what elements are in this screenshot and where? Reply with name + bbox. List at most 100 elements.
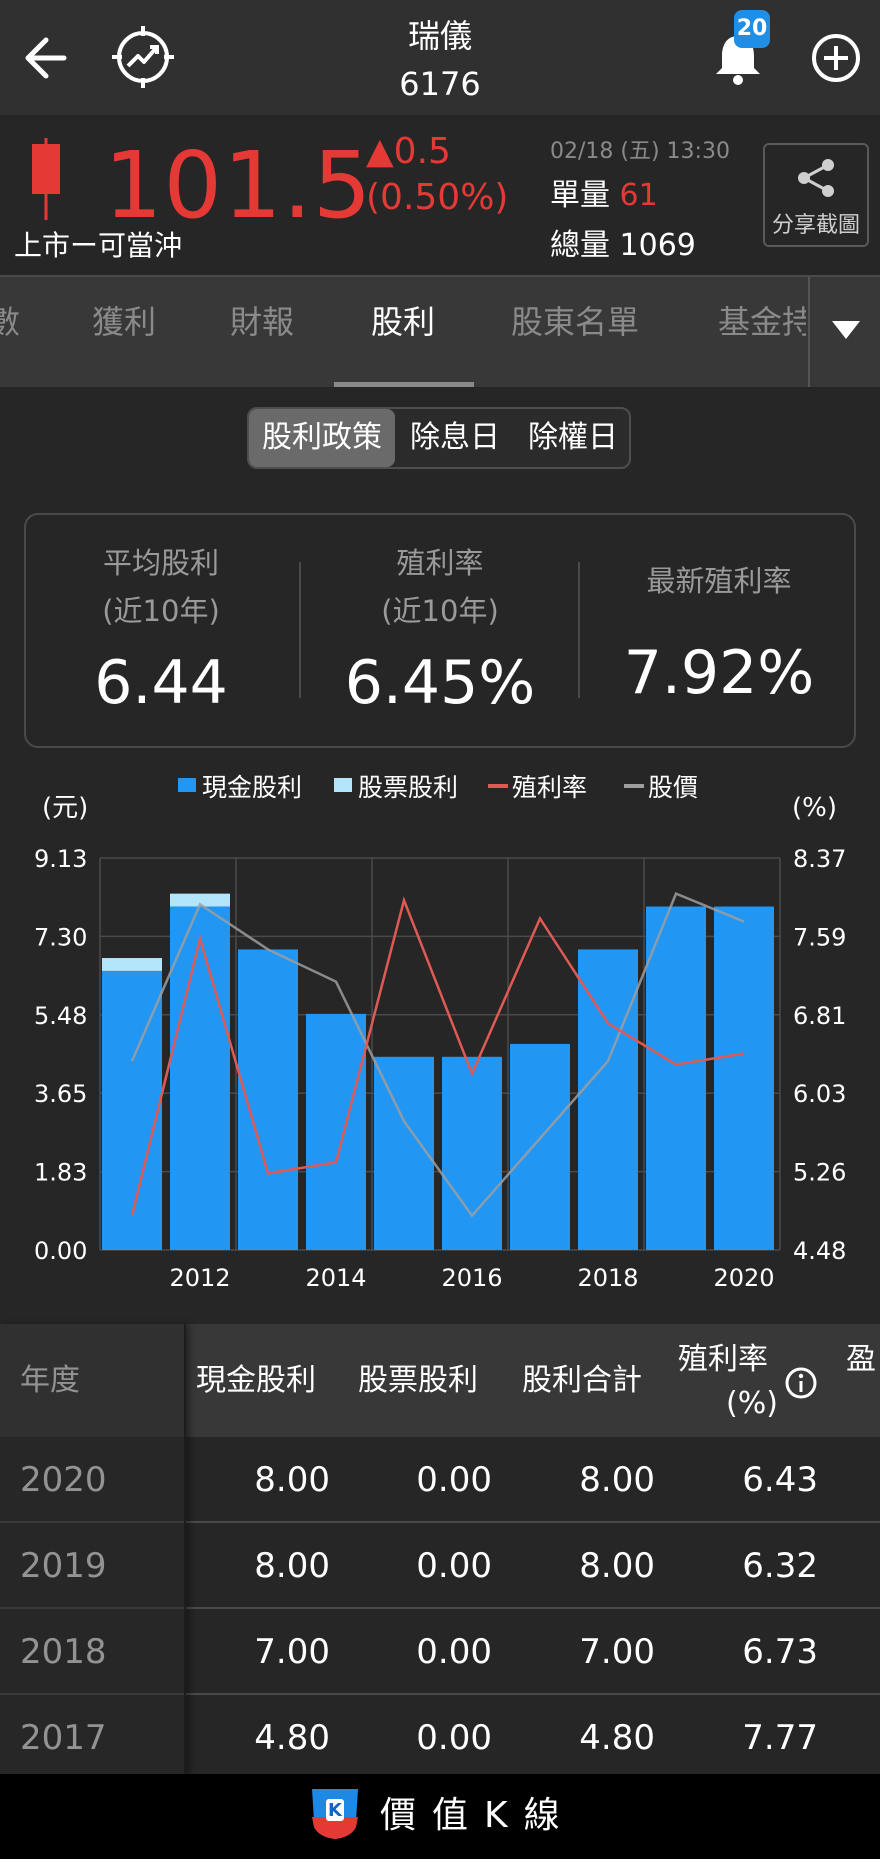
price-change-percent: (0.50%) — [366, 177, 509, 218]
col-cash-dividend: 現金股利 — [196, 1363, 316, 1398]
segment-ex-rights-date[interactable]: 除權日 — [528, 420, 618, 455]
tab-fund-holdings[interactable]: 基金持 — [718, 303, 806, 341]
legend-label: 股票股利 — [358, 773, 458, 802]
stat-latest-yield-label: 最新殖利率 — [646, 564, 792, 598]
cell-total: 8.00 — [579, 1460, 655, 1500]
stat-divider — [299, 562, 301, 698]
tab-profit[interactable]: 獲利 — [92, 303, 157, 341]
cell-stock: 0.00 — [416, 1460, 492, 1500]
share-icon — [798, 159, 834, 197]
bar-cash-dividend — [306, 1013, 366, 1250]
x-tick-label: 2020 — [713, 1264, 774, 1292]
bar-stock-dividend — [170, 893, 230, 907]
cell-stock: 0.00 — [416, 1718, 492, 1758]
dividend-chart: 現金股利 股票股利 殖利率 股價 (元) (%) 9.13 8.37 7.30 7.59 5.48 6… — [34, 773, 846, 1292]
stock-name: 瑞儀 — [407, 17, 472, 55]
cell-stock: 0.00 — [416, 1546, 492, 1586]
legend-label: 現金股利 — [202, 773, 302, 802]
bar-cash-dividend — [374, 1056, 434, 1250]
x-tick-label: 2012 — [169, 1264, 230, 1292]
left-tick-label: 0.00 — [34, 1237, 87, 1265]
app-logo: K — [312, 1789, 358, 1839]
right-tick-label: 7.59 — [793, 923, 846, 951]
cell-cash: 8.00 — [254, 1546, 330, 1586]
tab-bar — [0, 277, 880, 387]
dividend-stats-box — [24, 513, 856, 748]
unit-volume-value: 61 — [619, 178, 658, 213]
price-line — [130, 892, 745, 1218]
brand-name: 價值K線 — [380, 1795, 576, 1836]
legend-label: 殖利率 — [512, 773, 587, 802]
x-tick-label: 2014 — [305, 1264, 366, 1292]
bar-cash-dividend — [578, 949, 638, 1250]
tab-financials[interactable]: 財報 — [230, 303, 295, 341]
cell-stock: 0.00 — [416, 1632, 492, 1672]
tab-shareholders[interactable]: 股東名單 — [511, 303, 640, 341]
market-status: 上市ー可當沖 — [14, 229, 183, 262]
footer-bar — [0, 1774, 880, 1859]
right-tick-label: 6.81 — [793, 1002, 846, 1030]
add-icon[interactable] — [810, 32, 862, 84]
stat-avg-dividend-value: 6.44 — [94, 648, 228, 718]
right-tick-label: 6.03 — [793, 1080, 846, 1108]
right-axis-unit: (%) — [792, 793, 837, 823]
unit-volume-label: 單量 — [550, 178, 610, 213]
back-arrow-icon[interactable] — [14, 30, 70, 86]
col-stock-dividend: 股票股利 — [358, 1363, 478, 1398]
bar-cash-dividend — [714, 906, 774, 1250]
total-volume-value: 1069 — [619, 228, 696, 263]
frozen-column-shadow — [0, 1324, 186, 1774]
legend-swatch — [334, 778, 352, 792]
quote-panel — [0, 115, 880, 277]
tab-partial[interactable]: 數 — [0, 303, 21, 341]
left-tick-label: 1.83 — [34, 1159, 87, 1187]
bar-cash-dividend — [238, 949, 298, 1250]
share-label: 分享截圖 — [771, 213, 860, 238]
cell-yield: 6.73 — [742, 1632, 818, 1672]
unit-volume: 單量 61 — [550, 176, 658, 216]
right-tick-label: 8.37 — [793, 845, 846, 873]
col-eps-partial: 盈 — [846, 1342, 876, 1377]
left-tick-label: 5.48 — [34, 1002, 87, 1030]
segment-ex-dividend-date[interactable]: 除息日 — [410, 420, 500, 455]
bar-cash-dividend — [510, 1043, 570, 1250]
yield-line — [130, 896, 745, 1217]
share-screenshot-button[interactable] — [763, 143, 869, 247]
legend-swatch — [178, 778, 196, 792]
left-tick-label: 3.65 — [34, 1080, 87, 1108]
logo-letter: K — [328, 1800, 343, 1821]
total-volume-label: 總量 — [550, 228, 610, 263]
segment-dividend-policy[interactable]: 股利政策 — [249, 409, 395, 467]
stat-latest-yield-value: 7.92% — [623, 638, 815, 708]
total-volume: 總量 1069 — [550, 226, 696, 266]
legend-label: 股價 — [648, 773, 698, 802]
quote-datetime: 02/18 (五) 13:30 — [550, 139, 730, 164]
cell-cash: 7.00 — [254, 1632, 330, 1672]
bar-cash-dividend — [442, 1056, 502, 1250]
stat-avg-dividend-period: (近10年) — [102, 594, 220, 628]
stat-avg-dividend-label: 平均股利 — [102, 546, 219, 580]
candlestick-icon — [32, 138, 60, 220]
right-tick-label: 5.26 — [793, 1159, 846, 1187]
cell-total: 7.00 — [579, 1632, 655, 1672]
tab-divider — [808, 277, 810, 387]
cell-cash: 4.80 — [254, 1718, 330, 1758]
bar-cash-dividend — [170, 906, 230, 1250]
cell-yield: 6.32 — [742, 1546, 818, 1586]
stock-code: 6176 — [399, 65, 481, 103]
notification-badge: 20 — [734, 10, 770, 48]
cell-yield: 6.43 — [742, 1460, 818, 1500]
stat-yield-period: (近10年) — [381, 594, 499, 628]
right-tick-label: 4.48 — [793, 1237, 846, 1265]
left-axis-unit: (元) — [42, 793, 88, 823]
x-tick-label: 2018 — [577, 1264, 638, 1292]
chevron-down-icon[interactable] — [830, 318, 862, 342]
tab-dividend[interactable]: 股利 — [371, 303, 436, 341]
analysis-target-icon[interactable] — [110, 24, 176, 90]
current-price: 101.5 — [104, 132, 373, 239]
col-total-dividend: 股利合計 — [522, 1363, 642, 1398]
cell-total: 4.80 — [579, 1718, 655, 1758]
info-icon[interactable] — [784, 1366, 818, 1400]
bar-cash-dividend — [646, 906, 706, 1250]
stat-divider — [578, 562, 580, 698]
